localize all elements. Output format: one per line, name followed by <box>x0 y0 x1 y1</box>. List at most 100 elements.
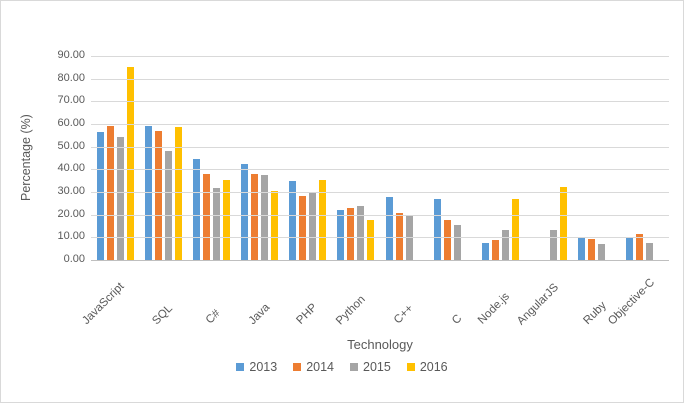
bar-2014-objective-c <box>636 234 644 260</box>
y-tick-label-20.00: 20.00 <box>57 207 85 220</box>
bar-2015-angularjs <box>550 230 558 260</box>
bar-2015-objective-c <box>646 243 654 260</box>
plot-area <box>91 56 669 261</box>
x-tick-label-c: C <box>450 312 465 328</box>
bar-2015-ruby <box>598 244 606 260</box>
gridline <box>91 169 669 171</box>
bar-2015-sql <box>164 151 172 260</box>
legend-swatch-icon-2014 <box>293 363 302 371</box>
x-tick-label-ruby: Ruby <box>581 299 609 327</box>
gridline <box>91 78 669 80</box>
bar-2014-php <box>299 196 307 260</box>
x-axis-line <box>91 260 669 261</box>
x-tick-label-node-js: Node.js <box>476 290 513 327</box>
y-axis-tick-labels: 0.00 10.00 20.00 30.00 40.00 50.00 60.00 70.00 8… <box>1 1 85 301</box>
x-tick-label-java: Java <box>246 301 272 328</box>
x-tick-label-c: C# <box>204 307 224 327</box>
bar-2016-javascript <box>126 67 134 260</box>
gridline <box>91 237 669 239</box>
gridline <box>91 124 669 125</box>
x-tick-label-python: Python <box>333 293 368 327</box>
y-tick-label-40.00: 40.00 <box>57 162 85 175</box>
bar-group-c <box>428 56 476 260</box>
bar-2015-java <box>261 175 269 260</box>
x-axis-category-labels: JavaScript SQL C# Java PHP Python C++ C Node.js A… <box>80 263 669 329</box>
bar-group-java <box>236 56 284 260</box>
bar-2016-c <box>222 180 230 260</box>
legend-label-2016: 2016 <box>419 360 448 374</box>
y-tick-label-30.00: 30.00 <box>57 185 85 197</box>
bar-2016-python <box>367 220 375 260</box>
gridline <box>91 146 669 148</box>
bar-group-angularjs <box>525 56 573 260</box>
bar-2013-php <box>289 181 297 260</box>
legend-item-2016: 2016 <box>406 360 448 374</box>
gridline <box>91 101 669 103</box>
x-tick-label-javascript: JavaScript <box>80 280 127 327</box>
x-tick-label-c: C++ <box>391 302 416 327</box>
y-tick-label-0.00: 0.00 <box>63 253 85 265</box>
bar-group-objective-c <box>621 56 669 260</box>
legend-item-2014: 2014 <box>293 360 334 374</box>
bar-group-ruby <box>573 56 621 260</box>
bar-2015-node-js <box>501 230 509 260</box>
bar-2016-java <box>271 191 279 260</box>
bar-group-php <box>284 56 332 260</box>
bar-2014-c <box>443 220 451 260</box>
bar-2014-sql <box>154 131 162 260</box>
bar-group-node-js <box>476 56 524 260</box>
bar-2015-c <box>212 188 220 260</box>
y-tick-label-60.00: 60.00 <box>57 117 85 129</box>
legend-swatch-icon-2013 <box>236 363 245 371</box>
bar-2013-java <box>241 164 249 260</box>
bar-2015-c <box>453 225 461 260</box>
bar-2014-c <box>395 213 403 260</box>
legend: 2013 2014 2015 2016 <box>1 360 683 374</box>
bar-2013-c <box>385 197 393 260</box>
x-tick-label-sql: SQL <box>150 302 176 328</box>
bar-group-sql <box>139 56 187 260</box>
bar-groups <box>91 56 669 260</box>
bar-group-python <box>332 56 380 260</box>
legend-swatch-icon-2015 <box>350 363 358 371</box>
legend-swatch-icon-2016 <box>406 363 415 371</box>
x-tick-label-php: PHP <box>294 301 320 327</box>
y-tick-label-10.00: 10.00 <box>57 230 85 243</box>
y-tick-label-50.00: 50.00 <box>57 139 85 152</box>
bar-2014-c <box>202 174 210 260</box>
bar-2014-javascript <box>106 126 114 260</box>
bar-2016-node-js <box>511 199 519 260</box>
bar-2015-python <box>357 206 365 260</box>
bar-group-javascript <box>91 56 139 260</box>
bar-2013-javascript <box>96 132 104 260</box>
bar-2013-c <box>433 199 441 260</box>
bar-2013-node-js <box>481 243 489 260</box>
bar-2013-sql <box>144 126 152 260</box>
bar-group-c <box>187 56 235 260</box>
bar-2014-ruby <box>588 239 596 260</box>
bar-2014-java <box>251 174 259 260</box>
bar-2013-python <box>337 210 345 260</box>
bar-2014-node-js <box>491 240 499 260</box>
x-tick-label-objective-c: Objective-C <box>606 276 657 328</box>
bar-2016-php <box>319 180 327 260</box>
bar-2015-javascript <box>116 137 124 260</box>
y-tick-label-70.00: 70.00 <box>57 94 85 107</box>
y-tick-label-80.00: 80.00 <box>57 71 85 84</box>
x-tick-label-angularjs: AngularJS <box>514 281 561 328</box>
legend-label-2015: 2015 <box>363 360 391 374</box>
gridline <box>91 214 669 216</box>
legend-label-2013: 2013 <box>249 360 278 374</box>
legend-item-2015: 2015 <box>350 360 391 374</box>
bar-2013-c <box>192 159 200 260</box>
bar-2013-ruby <box>578 238 586 260</box>
x-axis-title: Technology <box>347 337 413 352</box>
gridline <box>91 192 669 193</box>
bar-2014-python <box>347 208 355 260</box>
gridline <box>91 56 669 57</box>
y-tick-label-90.00: 90.00 <box>57 49 85 61</box>
bar-group-c <box>380 56 428 260</box>
bar-2013-objective-c <box>626 237 634 260</box>
bar-2016-angularjs <box>560 187 568 260</box>
